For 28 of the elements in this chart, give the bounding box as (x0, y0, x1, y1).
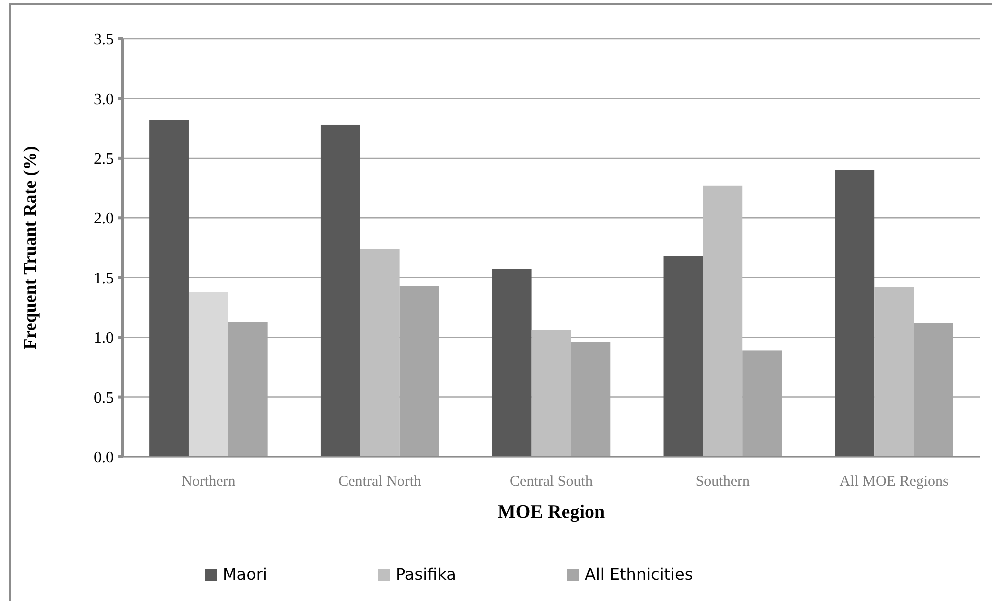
legend-label: All Ethnicities (585, 565, 694, 584)
bar (532, 330, 572, 457)
x-tick-label: Southern (696, 474, 750, 490)
y-axis-title: Frequent Truant Rate (%) (20, 146, 40, 350)
bar (874, 287, 914, 457)
y-tick-label: 3.5 (94, 32, 114, 49)
y-tick-label: 3.0 (94, 91, 114, 108)
legend-label: Pasifika (396, 565, 456, 584)
bar (835, 170, 875, 457)
x-tick-label: Northern (182, 474, 236, 490)
x-tick-label: All MOE Regions (840, 474, 950, 490)
x-tick-label: Central North (338, 474, 422, 490)
bar (150, 120, 189, 457)
y-tick-label: 2.0 (94, 210, 114, 228)
legend-label: Maori (223, 565, 268, 584)
y-tick-label: 1.0 (94, 330, 114, 348)
y-tick-label: 2.5 (94, 151, 114, 168)
y-tick-label: 1.5 (94, 270, 114, 288)
bar (664, 256, 704, 457)
bar (703, 186, 743, 457)
bar (188, 292, 228, 457)
bar (492, 269, 532, 457)
x-axis-title: MOE Region (498, 502, 606, 523)
x-tick-label: Central South (510, 474, 594, 490)
bar (360, 249, 400, 457)
y-tick-label: 0.5 (94, 390, 114, 407)
y-tick-label: 0.0 (94, 450, 114, 467)
bar (320, 124, 360, 457)
